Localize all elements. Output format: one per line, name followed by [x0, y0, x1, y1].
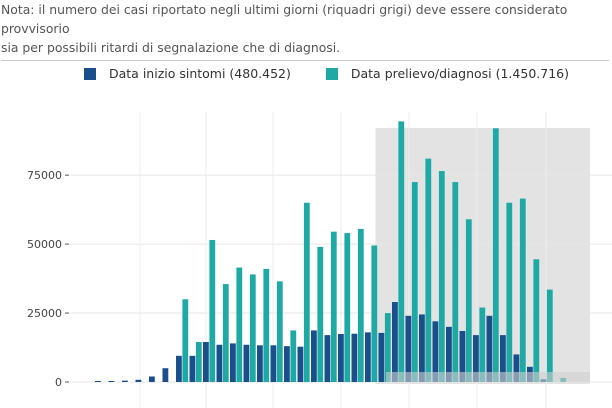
- bar-diagnosis[interactable]: [263, 268, 270, 382]
- bar-onset[interactable]: [405, 315, 412, 382]
- bar-diagnosis[interactable]: [222, 284, 229, 382]
- bar-onset[interactable]: [351, 333, 358, 382]
- bar-onset[interactable]: [216, 344, 223, 382]
- legend: Data inizio sintomi (480.452) Data preli…: [84, 66, 604, 81]
- bar-onset[interactable]: [230, 343, 236, 382]
- bar-onset[interactable]: [513, 354, 520, 382]
- bar-onset[interactable]: [149, 376, 155, 382]
- bar-onset[interactable]: [135, 379, 142, 382]
- bar-onset[interactable]: [284, 346, 290, 382]
- y-tick-label: 50000: [27, 238, 62, 251]
- bar-onset[interactable]: [446, 326, 452, 382]
- bar-diagnosis[interactable]: [290, 330, 297, 382]
- bar-onset[interactable]: [297, 346, 304, 382]
- bar-diagnosis[interactable]: [276, 281, 283, 382]
- bar-diagnosis[interactable]: [236, 267, 243, 382]
- bar-diagnosis[interactable]: [344, 233, 351, 382]
- bar-diagnosis[interactable]: [249, 274, 256, 382]
- y-tick-label: 75000: [27, 169, 62, 182]
- bar-onset[interactable]: [162, 368, 169, 382]
- bar-onset[interactable]: [257, 345, 263, 382]
- bar-onset[interactable]: [176, 355, 182, 382]
- legend-label-diagnosis: Data prelievo/diagnosi (1.450.716): [350, 66, 569, 81]
- provisional-baseline-band: [386, 372, 590, 382]
- bar-diagnosis[interactable]: [371, 245, 378, 382]
- legend-swatch-diagnosis: [325, 67, 338, 80]
- bar-diagnosis[interactable]: [506, 202, 513, 382]
- bar-diagnosis[interactable]: [209, 239, 216, 382]
- bar-diagnosis[interactable]: [317, 246, 324, 382]
- bar-onset[interactable]: [122, 380, 128, 382]
- bar-diagnosis[interactable]: [452, 182, 459, 382]
- bar-onset[interactable]: [378, 332, 385, 382]
- bar-onset[interactable]: [459, 330, 466, 382]
- bar-onset[interactable]: [189, 355, 196, 382]
- bar-diagnosis[interactable]: [519, 198, 526, 382]
- bar-onset[interactable]: [243, 344, 250, 382]
- bar-onset[interactable]: [419, 314, 425, 382]
- note-line-2: sia per possibili ritardi di segnalazion…: [1, 40, 341, 55]
- bar-diagnosis[interactable]: [411, 182, 418, 382]
- bar-diagnosis[interactable]: [303, 202, 310, 382]
- bar-diagnosis[interactable]: [182, 299, 189, 382]
- bar-diagnosis[interactable]: [330, 231, 337, 382]
- bar-diagnosis[interactable]: [479, 307, 486, 382]
- provisional-note: Nota: il numero dei casi riportato negli…: [1, 0, 609, 61]
- bar-onset[interactable]: [311, 330, 317, 382]
- legend-swatch-onset: [84, 67, 96, 80]
- note-line-1: Nota: il numero dei casi riportato negli…: [1, 2, 568, 36]
- bar-diagnosis[interactable]: [492, 128, 499, 382]
- bar-diagnosis[interactable]: [398, 121, 405, 383]
- bar-diagnosis[interactable]: [357, 228, 364, 382]
- bar-diagnosis[interactable]: [546, 289, 553, 382]
- bar-diagnosis[interactable]: [384, 313, 391, 382]
- y-tick-label: 0: [55, 376, 62, 389]
- bar-onset[interactable]: [432, 321, 439, 382]
- bar-onset[interactable]: [486, 315, 493, 382]
- legend-label-onset: Data inizio sintomi (480.452): [109, 66, 291, 81]
- legend-item-diagnosis[interactable]: Data prelievo/diagnosi (1.450.716): [325, 66, 569, 81]
- bar-diagnosis[interactable]: [438, 171, 445, 382]
- bar-onset[interactable]: [338, 334, 344, 382]
- y-tick-label: 25000: [27, 307, 62, 320]
- bar-onset[interactable]: [324, 335, 331, 382]
- bar-onset[interactable]: [473, 335, 479, 382]
- bar-onset[interactable]: [270, 345, 277, 382]
- bar-diagnosis[interactable]: [195, 342, 202, 382]
- bar-diagnosis[interactable]: [465, 219, 472, 382]
- bar-onset[interactable]: [365, 332, 371, 382]
- bar-onset[interactable]: [203, 342, 209, 382]
- bar-onset[interactable]: [392, 302, 398, 382]
- bar-onset[interactable]: [108, 381, 115, 382]
- bar-onset[interactable]: [500, 335, 506, 382]
- bar-diagnosis[interactable]: [533, 259, 540, 382]
- legend-item-onset[interactable]: Data inizio sintomi (480.452): [84, 66, 291, 81]
- bar-onset[interactable]: [95, 381, 101, 382]
- bar-diagnosis[interactable]: [425, 158, 432, 382]
